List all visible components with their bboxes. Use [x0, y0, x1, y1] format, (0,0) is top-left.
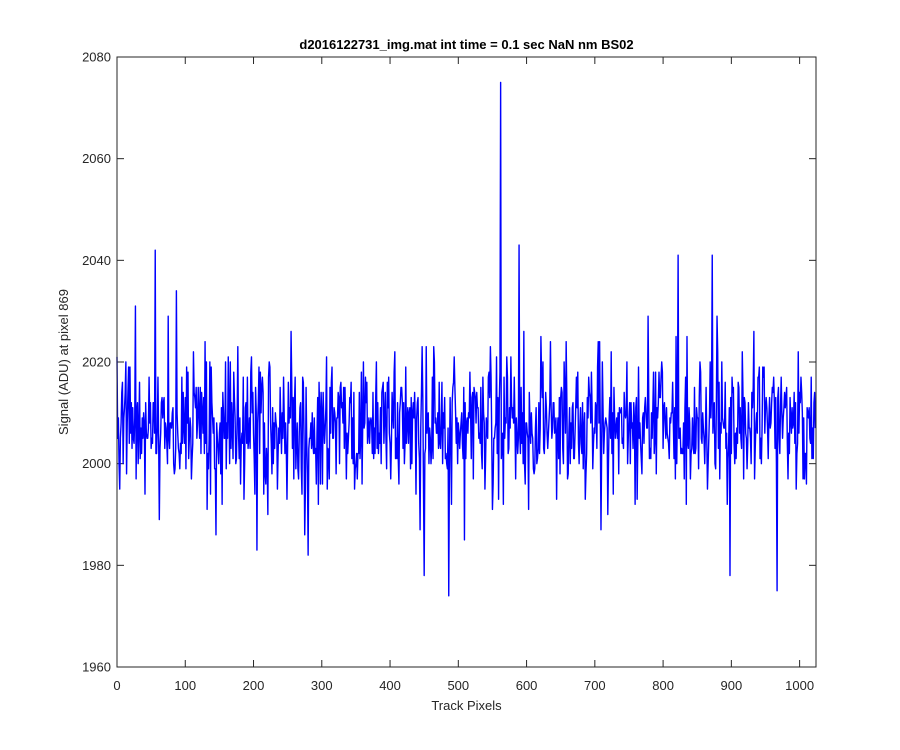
x-tick-label: 800	[652, 678, 674, 693]
chart-title: d2016122731_img.mat int time = 0.1 sec N…	[299, 37, 633, 52]
x-axis-label: Track Pixels	[431, 698, 502, 713]
x-tick-labels: 0 100 200 300 400 500 600 700 800 900 1000	[113, 678, 814, 693]
y-axis-label: Signal (ADU) at pixel 869	[56, 289, 71, 435]
x-tick-label: 100	[174, 678, 196, 693]
y-tick-label: 1960	[82, 660, 111, 675]
x-tick-label: 600	[516, 678, 538, 693]
y-tick-label: 2000	[82, 456, 111, 471]
x-tick-label: 0	[113, 678, 120, 693]
y-tick-label: 2040	[82, 253, 111, 268]
x-tick-label: 700	[584, 678, 606, 693]
x-tick-label: 400	[379, 678, 401, 693]
x-tick-label: 300	[311, 678, 333, 693]
y-tick-label: 1980	[82, 558, 111, 573]
y-tick-labels: 1960 1980 2000 2020 2040 2060 2080	[82, 50, 111, 675]
plot-frame	[116, 56, 817, 668]
y-tick-label: 2020	[82, 355, 111, 370]
y-tick-label: 2060	[82, 151, 111, 166]
x-tick-marks	[116, 57, 801, 667]
signal-series-line	[116, 81, 817, 597]
x-tick-label: 500	[447, 678, 469, 693]
x-tick-label: 900	[721, 678, 743, 693]
x-tick-label: 200	[243, 678, 265, 693]
x-tick-label: 1000	[785, 678, 814, 693]
y-tick-label: 2080	[82, 50, 111, 65]
